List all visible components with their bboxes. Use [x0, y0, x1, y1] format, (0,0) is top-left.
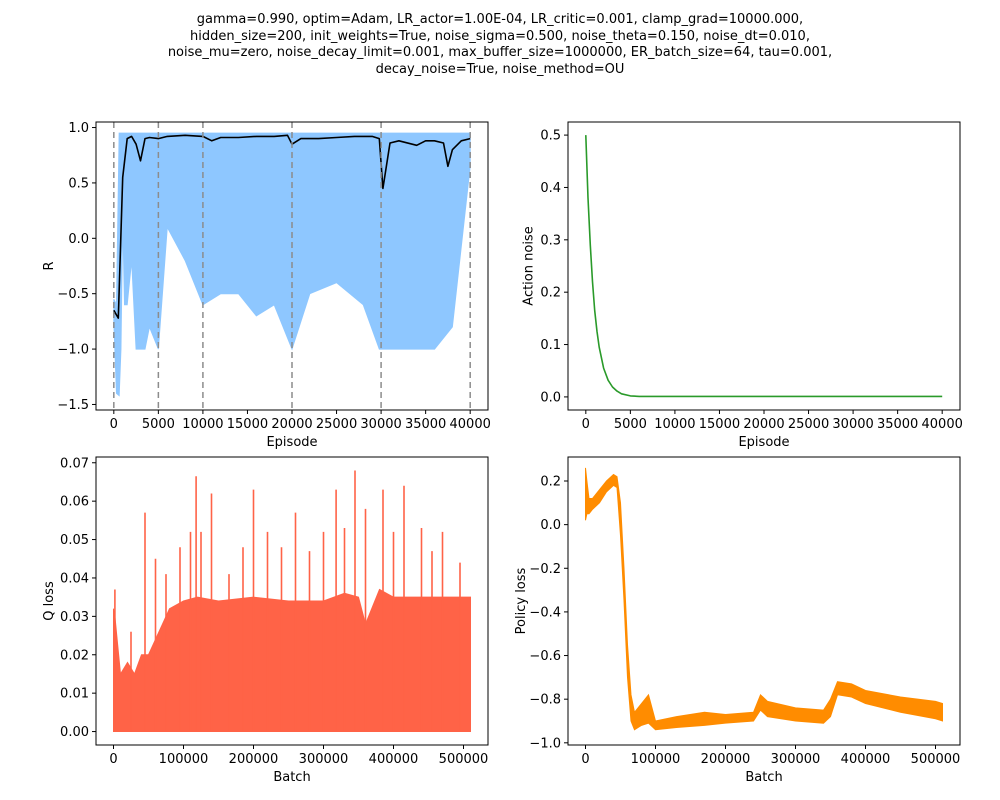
y-tick-label: −0.2 [529, 562, 561, 577]
y-tick-label: −0.6 [529, 649, 561, 664]
plot-area [585, 135, 943, 398]
x-axis-label: Batch [273, 770, 310, 785]
axes-frame [95, 456, 489, 746]
y-tick-label: −0.8 [529, 693, 561, 708]
x-axis-label: Episode [266, 435, 317, 450]
x-tick-label: 10000 [654, 417, 695, 432]
series-line [113, 134, 471, 319]
x-tick-label: 35000 [877, 417, 918, 432]
y-tick-label: 0.00 [60, 725, 89, 740]
y-tick-label: 0.1 [540, 338, 561, 353]
y-tick-label: 0.05 [60, 533, 89, 548]
y-tick-label: 0.04 [60, 571, 89, 586]
x-tick-label: 500000 [439, 752, 489, 767]
x-tick-label: 400000 [841, 752, 891, 767]
y-tick-label: 0.3 [540, 233, 561, 248]
x-tick-label: 35000 [405, 417, 446, 432]
y-tick-label: 0.0 [540, 518, 561, 533]
y-tick-label: 0.2 [540, 286, 561, 301]
series-band [585, 467, 943, 731]
x-tick-label: 0 [109, 752, 117, 767]
y-tick-label: 0.02 [60, 648, 89, 663]
y-tick-label: 0.06 [60, 495, 89, 510]
y-tick-label: 0.4 [540, 181, 561, 196]
x-tick-label: 400000 [369, 752, 419, 767]
plot-area [113, 470, 471, 733]
y-tick-label: 0.0 [540, 390, 561, 405]
y-tick-label: 0.5 [540, 129, 561, 144]
x-tick-label: 20000 [743, 417, 784, 432]
series-line [585, 135, 943, 398]
y-axis-label: R [42, 261, 57, 270]
y-tick-label: −0.4 [529, 605, 561, 620]
y-axis-label: Policy loss [514, 567, 529, 634]
plot-area [585, 467, 943, 731]
y-tick-label: 0.0 [68, 232, 89, 247]
x-tick-label: 15000 [699, 417, 740, 432]
y-tick-label: 0.03 [60, 610, 89, 625]
y-tick-label: 0.01 [60, 687, 89, 702]
y-tick-label: −1.0 [529, 736, 561, 751]
y-axis-label: Action noise [522, 226, 537, 305]
suptitle-line: noise_mu=zero, noise_decay_limit=0.001, … [167, 45, 833, 60]
y-axis: −1.5 −1.0 −0.5 0.0 0.5 1.0 [57, 121, 96, 413]
x-axis: 0 5000 10000 15000 20000 25000 30000 35000 40000 [582, 410, 963, 432]
x-tick-label: 5000 [614, 417, 647, 432]
x-tick-label: 0 [110, 417, 118, 432]
x-tick-label: 40000 [450, 417, 491, 432]
x-tick-label: 5000 [142, 417, 175, 432]
y-tick-label: 0.07 [60, 456, 89, 471]
y-axis: 0.00 0.01 0.02 0.03 0.04 0.05 0.06 0.07 [60, 456, 96, 740]
figure-suptitle: gamma=0.990, optim=Adam, LR_actor=1.00E-… [0, 12, 1000, 78]
x-tick-label: 0 [582, 417, 590, 432]
suptitle-line: gamma=0.990, optim=Adam, LR_actor=1.00E-… [196, 12, 804, 27]
x-tick-label: 300000 [299, 752, 349, 767]
x-tick-label: 25000 [316, 417, 357, 432]
y-tick-label: 0.2 [540, 475, 561, 490]
x-tick-label: 500000 [911, 752, 961, 767]
x-tick-label: 10000 [182, 417, 223, 432]
y-tick-label: 0.5 [68, 176, 89, 191]
x-axis-label: Episode [738, 435, 789, 450]
y-tick-label: 1.0 [68, 121, 89, 136]
suptitle-line: decay_noise=True, noise_method=OU [375, 61, 625, 77]
x-tick-label: 300000 [771, 752, 821, 767]
x-tick-label: 30000 [360, 417, 401, 432]
x-tick-label: 15000 [227, 417, 268, 432]
y-axis: −1.0 −0.8 −0.6 −0.4 −0.2 0.0 0.2 [529, 475, 568, 751]
plot-area [113, 122, 471, 410]
x-tick-label: 40000 [922, 417, 963, 432]
x-axis: 0 100000 200000 300000 400000 500000 [581, 745, 960, 767]
y-tick-label: −0.5 [57, 287, 89, 302]
x-tick-label: 100000 [631, 752, 681, 767]
y-axis-label: Q loss [42, 581, 57, 621]
x-tick-label: 20000 [271, 417, 312, 432]
x-tick-label: 30000 [832, 417, 873, 432]
x-axis: 0 100000 200000 300000 400000 500000 [109, 745, 488, 767]
x-tick-label: 200000 [229, 752, 279, 767]
y-tick-label: −1.0 [57, 343, 89, 358]
x-tick-label: 25000 [788, 417, 829, 432]
axes-frame [567, 456, 961, 746]
y-tick-label: −1.5 [57, 398, 89, 413]
x-tick-label: 100000 [159, 752, 209, 767]
x-axis-label: Batch [745, 770, 782, 785]
x-tick-label: 200000 [701, 752, 751, 767]
y-axis: 0.0 0.1 0.2 0.3 0.4 0.5 [540, 129, 568, 405]
x-tick-label: 0 [581, 752, 589, 767]
suptitle-line: hidden_size=200, init_weights=True, nois… [190, 28, 810, 44]
x-axis: 0 5000 10000 15000 20000 25000 30000 35000 40000 [110, 410, 491, 432]
